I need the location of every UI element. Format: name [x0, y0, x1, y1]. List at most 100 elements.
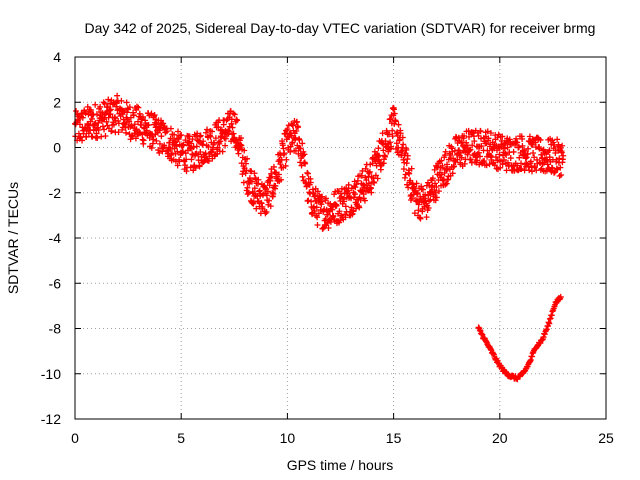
data-point	[164, 128, 171, 135]
data-point	[196, 163, 203, 170]
data-point	[366, 168, 373, 175]
x-tick-label: 5	[177, 430, 185, 446]
data-point	[114, 92, 121, 99]
data-point	[175, 136, 182, 143]
data-point	[97, 103, 104, 110]
data-point	[461, 132, 468, 139]
data-point	[411, 210, 418, 217]
data-point	[237, 141, 244, 148]
data-point	[365, 180, 372, 187]
data-point	[507, 155, 514, 162]
data-point	[487, 130, 494, 137]
data-point	[299, 173, 306, 180]
data-point	[91, 120, 98, 127]
data-point	[345, 181, 352, 188]
data-point	[525, 145, 532, 152]
data-point	[387, 115, 394, 122]
data-point	[313, 204, 320, 211]
data-point	[502, 150, 509, 157]
data-point	[415, 207, 422, 214]
data-point	[425, 205, 432, 212]
data-point	[397, 130, 404, 137]
data-point	[85, 130, 92, 137]
data-point	[449, 170, 456, 177]
data-point	[183, 156, 190, 163]
data-point	[359, 167, 366, 174]
y-tick-label: -6	[49, 275, 62, 291]
data-point	[295, 124, 302, 131]
data-point	[222, 135, 229, 142]
data-point	[361, 197, 368, 204]
points-layer	[72, 92, 567, 383]
data-point	[180, 141, 187, 148]
data-point	[215, 124, 222, 131]
data-point	[314, 214, 321, 221]
data-point	[105, 96, 112, 103]
data-point	[415, 201, 422, 208]
data-point	[486, 161, 493, 168]
data-point	[122, 129, 129, 136]
data-point	[442, 148, 449, 155]
data-point	[149, 140, 156, 147]
data-point	[307, 179, 314, 186]
data-point	[296, 136, 303, 143]
data-point	[115, 120, 122, 127]
data-point	[293, 127, 300, 134]
data-point	[256, 187, 263, 194]
data-point	[156, 149, 163, 156]
data-point	[409, 195, 416, 202]
data-point	[267, 203, 274, 210]
data-point	[150, 112, 157, 119]
data-point	[518, 166, 525, 173]
data-point	[531, 154, 538, 161]
data-point	[229, 124, 236, 131]
x-tick-label: 10	[280, 430, 296, 446]
data-point	[202, 129, 209, 136]
data-point	[115, 129, 122, 136]
x-tick-label: 25	[598, 430, 614, 446]
data-point	[469, 142, 476, 149]
data-point	[431, 186, 438, 193]
data-point	[527, 158, 534, 165]
data-point	[235, 150, 242, 157]
data-point	[525, 163, 532, 170]
data-point	[87, 107, 94, 114]
data-point	[432, 189, 439, 196]
data-point	[283, 156, 290, 163]
data-point	[103, 118, 110, 125]
data-point	[131, 121, 138, 128]
data-point	[374, 175, 381, 182]
data-point	[127, 136, 134, 143]
data-point	[267, 177, 274, 184]
chart-title: Day 342 of 2025, Sidereal Day-to-day VTE…	[85, 20, 596, 36]
data-point	[433, 194, 440, 201]
data-point	[301, 151, 308, 158]
data-point	[140, 137, 147, 144]
data-point	[231, 111, 238, 118]
data-point	[337, 217, 344, 224]
data-point	[314, 221, 321, 228]
data-point	[270, 163, 277, 170]
data-point	[556, 155, 563, 162]
data-point	[390, 106, 397, 113]
data-point	[529, 168, 536, 175]
data-point	[251, 185, 258, 192]
data-point	[375, 153, 382, 160]
data-point	[333, 202, 340, 209]
data-point	[293, 118, 300, 125]
data-point	[558, 149, 565, 156]
data-point	[441, 170, 448, 177]
data-point	[258, 200, 265, 207]
data-point	[272, 182, 279, 189]
data-point	[521, 147, 528, 154]
data-point	[481, 157, 488, 164]
data-point	[501, 156, 508, 163]
data-point	[407, 177, 414, 184]
data-point	[158, 133, 165, 140]
data-point	[530, 150, 537, 157]
data-point	[132, 135, 139, 142]
data-point	[244, 155, 251, 162]
data-point	[350, 194, 357, 201]
data-point	[348, 204, 355, 211]
data-point	[557, 293, 564, 300]
